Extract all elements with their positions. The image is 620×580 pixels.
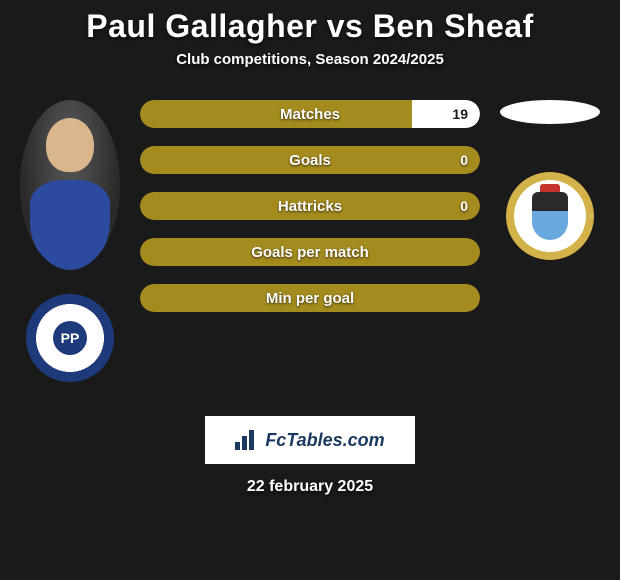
comparison-content: Matches 19 Goals 0 Hattricks 0 Goals per match… bbox=[0, 100, 620, 400]
stat-bar-right-value: 19 bbox=[452, 106, 468, 122]
comparison-title: Paul Gallagher vs Ben Sheaf bbox=[0, 0, 620, 45]
brand-text: FcTables.com bbox=[265, 430, 384, 451]
stat-bar-row: Goals per match bbox=[140, 238, 480, 266]
footer-date: 22 february 2025 bbox=[0, 478, 620, 496]
stat-bar-row: Matches 19 bbox=[140, 100, 480, 128]
stat-bar-row: Min per goal bbox=[140, 284, 480, 312]
player-left-photo bbox=[20, 100, 120, 270]
stat-bar-right-fill bbox=[412, 100, 480, 128]
stat-bar-label: Matches bbox=[280, 106, 340, 123]
stat-bar-label: Goals per match bbox=[251, 244, 369, 261]
club-crest-coventry bbox=[506, 172, 594, 260]
stat-bar-left-fill bbox=[140, 100, 412, 128]
bar-chart-icon bbox=[235, 430, 259, 450]
stat-bar-label: Hattricks bbox=[278, 198, 342, 215]
stat-bar-label: Min per goal bbox=[266, 290, 354, 307]
player-right-photo bbox=[500, 100, 600, 124]
stat-bar-right-value: 0 bbox=[460, 152, 468, 168]
player-right-column bbox=[490, 100, 610, 260]
stat-bar-label: Goals bbox=[289, 152, 331, 169]
player-left-column bbox=[10, 100, 130, 382]
club-crest-preston bbox=[26, 294, 114, 382]
stat-bars: Matches 19 Goals 0 Hattricks 0 Goals per match… bbox=[140, 100, 480, 330]
brand-logo: FcTables.com bbox=[205, 416, 415, 464]
stat-bar-row: Hattricks 0 bbox=[140, 192, 480, 220]
stat-bar-right-value: 0 bbox=[460, 198, 468, 214]
stat-bar-row: Goals 0 bbox=[140, 146, 480, 174]
comparison-subtitle: Club competitions, Season 2024/2025 bbox=[0, 51, 620, 68]
